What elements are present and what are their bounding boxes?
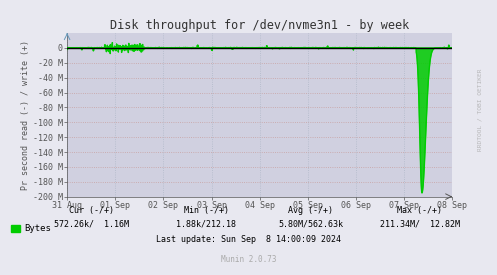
Text: Avg (-/+): Avg (-/+) [288,206,333,215]
Text: 5.80M/562.63k: 5.80M/562.63k [278,220,343,229]
Text: Max (-/+): Max (-/+) [398,206,442,215]
Text: Munin 2.0.73: Munin 2.0.73 [221,255,276,264]
Text: Last update: Sun Sep  8 14:00:09 2024: Last update: Sun Sep 8 14:00:09 2024 [156,235,341,244]
Text: 572.26k/  1.16M: 572.26k/ 1.16M [55,220,129,229]
Y-axis label: Pr second read (-) / write (+): Pr second read (-) / write (+) [21,40,30,190]
Text: Cur (-/+): Cur (-/+) [70,206,114,215]
Text: RRDTOOL / TOBI OETIKER: RRDTOOL / TOBI OETIKER [477,69,482,151]
Text: 211.34M/  12.82M: 211.34M/ 12.82M [380,220,460,229]
Text: Bytes: Bytes [24,224,51,233]
Text: Min (-/+): Min (-/+) [184,206,229,215]
Text: 1.88k/212.18: 1.88k/212.18 [176,220,236,229]
Title: Disk throughput for /dev/nvme3n1 - by week: Disk throughput for /dev/nvme3n1 - by we… [110,19,410,32]
